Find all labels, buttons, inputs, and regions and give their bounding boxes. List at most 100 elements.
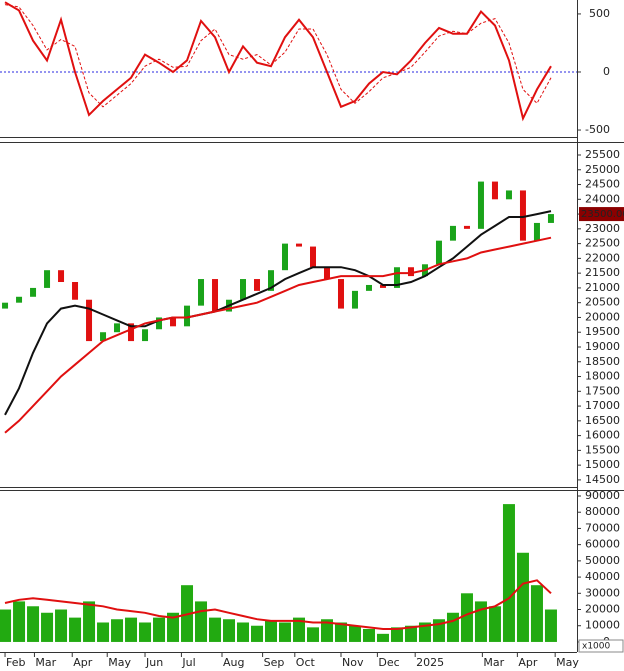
candle xyxy=(533,222,540,241)
plot-area xyxy=(0,1,577,122)
volume-bar xyxy=(223,619,236,642)
y-tick-label: 20000 xyxy=(585,603,620,616)
moving-average xyxy=(4,236,552,434)
volume-average xyxy=(4,579,552,630)
candle xyxy=(254,279,261,291)
y-tick-label: 14500 xyxy=(585,473,620,486)
x-tick-label: Oct xyxy=(296,656,316,669)
y-tick-label: 20000 xyxy=(585,310,620,323)
candle xyxy=(547,214,554,223)
volume-bar xyxy=(27,606,40,642)
unit-label: x1000 xyxy=(582,642,611,652)
x-tick-label: May xyxy=(556,656,579,669)
candle xyxy=(309,246,316,268)
candle xyxy=(72,282,79,300)
y-tick-label: 20500 xyxy=(585,296,620,309)
candle xyxy=(114,323,121,333)
volume-bar xyxy=(139,622,152,642)
candle xyxy=(282,243,289,271)
y-tick-label: 15000 xyxy=(585,458,620,471)
candle xyxy=(295,243,302,247)
candle xyxy=(351,290,358,309)
x-tick-label: Jul xyxy=(181,656,195,669)
y-tick-label: 24500 xyxy=(585,178,620,191)
candle xyxy=(170,317,177,327)
volume-bar xyxy=(404,625,417,642)
y-tick-label: 10000 xyxy=(585,619,620,632)
moving-average xyxy=(4,210,552,416)
x-tick-label: Aug xyxy=(223,656,244,669)
y-tick-label: 50000 xyxy=(585,554,620,567)
y-tick-label: -500 xyxy=(585,123,610,136)
volume-bar xyxy=(195,601,208,642)
volume-bar xyxy=(474,601,487,642)
y-tick-label: 17000 xyxy=(585,399,620,412)
plot-area xyxy=(2,181,554,434)
candle xyxy=(58,270,65,283)
candle xyxy=(30,287,37,297)
volume-bar xyxy=(83,601,96,642)
x-tick-label: Mar xyxy=(35,656,56,669)
candle xyxy=(212,279,219,312)
volume-bar xyxy=(111,619,124,642)
y-tick-label: 24000 xyxy=(585,192,620,205)
x-tick-label: Jun xyxy=(145,656,163,669)
volume-bar xyxy=(279,622,292,642)
candle xyxy=(477,181,484,229)
x-tick-label: May xyxy=(108,656,131,669)
x-tick-label: Mar xyxy=(483,656,504,669)
volume-bar xyxy=(460,593,473,642)
volume-bar xyxy=(418,622,431,642)
oscillator-line xyxy=(4,4,552,108)
candle xyxy=(491,181,498,200)
volume-bar xyxy=(69,617,82,642)
y-tick-label: 15500 xyxy=(585,443,620,456)
y-tick-label: 60000 xyxy=(585,538,620,551)
candle xyxy=(337,279,344,309)
volume-bar xyxy=(125,617,138,642)
candle xyxy=(365,284,372,291)
volume-bar xyxy=(502,504,515,642)
volume-bar xyxy=(516,552,529,642)
volume-bar xyxy=(390,627,403,642)
volume-bar xyxy=(292,617,305,642)
y-tick-label: 17500 xyxy=(585,384,620,397)
candle xyxy=(44,270,51,288)
candle xyxy=(393,267,400,288)
volume-bar xyxy=(153,617,166,642)
unit-box xyxy=(578,639,624,653)
candle xyxy=(435,240,442,265)
x-tick-label: 2025 xyxy=(416,656,444,669)
y-tick-label: 19000 xyxy=(585,340,620,353)
volume-bar xyxy=(446,612,459,642)
candle xyxy=(407,267,414,277)
volume-bar xyxy=(488,606,501,642)
y-tick-label: 80000 xyxy=(585,505,620,518)
candle xyxy=(463,225,470,229)
candle xyxy=(240,279,247,300)
candle xyxy=(142,329,149,342)
y-tick-label: 18000 xyxy=(585,370,620,383)
y-tick-label: 25000 xyxy=(585,163,620,176)
x-tick-label: Apr xyxy=(518,656,538,669)
y-tick-label: 22000 xyxy=(585,251,620,264)
volume-bar xyxy=(544,609,557,642)
candle xyxy=(519,190,526,241)
candle xyxy=(379,284,386,288)
candle xyxy=(505,190,512,200)
y-tick-label: 70000 xyxy=(585,521,620,534)
y-tick-label: 19500 xyxy=(585,325,620,338)
oscillator-line xyxy=(4,1,552,122)
candle xyxy=(268,270,275,291)
volume-bar xyxy=(13,601,26,642)
candle xyxy=(100,332,107,342)
x-tick-label: Nov xyxy=(342,656,364,669)
candle xyxy=(156,317,163,330)
y-tick-label: 30000 xyxy=(585,586,620,599)
y-tick-label: 23000 xyxy=(585,222,620,235)
y-tick-label: 16000 xyxy=(585,429,620,442)
candle xyxy=(2,302,9,309)
candle xyxy=(449,225,456,241)
last-price-box xyxy=(579,207,624,222)
candle xyxy=(184,305,191,327)
